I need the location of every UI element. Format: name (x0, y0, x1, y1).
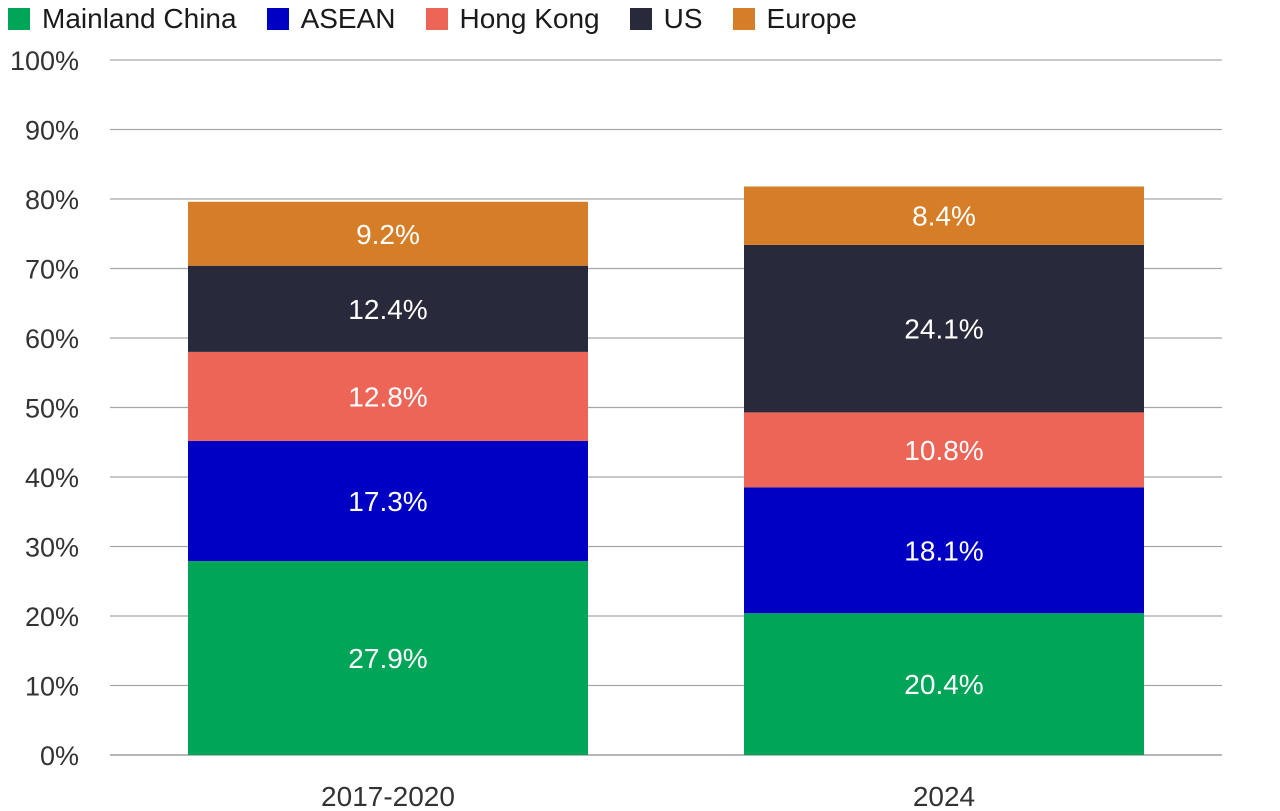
y-tick-label: 0% (40, 741, 79, 771)
legend-item: US (629, 3, 703, 35)
data-label: 10.8% (904, 435, 983, 466)
data-label: 27.9% (348, 643, 427, 674)
y-tick-label: 100% (10, 46, 79, 76)
bar-segment (744, 186, 1144, 245)
legend-label: Mainland China (42, 3, 237, 34)
legend-swatch (425, 8, 448, 30)
bar-segment (744, 487, 1144, 614)
y-tick-label: 90% (25, 116, 79, 146)
data-label: 24.1% (904, 314, 983, 345)
y-tick-label: 60% (25, 324, 79, 354)
legend-item: Europe (732, 3, 857, 35)
data-label: 8.4% (912, 201, 976, 232)
legend-label: Europe (766, 3, 857, 34)
legend-item: Hong Kong (425, 3, 600, 35)
legend-label: US (663, 3, 703, 34)
legend-swatch (8, 8, 30, 30)
bar-segment (188, 265, 588, 352)
legend-item: Mainland China (8, 3, 237, 35)
y-tick-label: 10% (25, 672, 79, 702)
chart-legend: Mainland China ASEAN Hong Kong US Europe (8, 2, 887, 36)
x-category-label: 2017-2020 (321, 781, 455, 811)
bar-segment (188, 561, 588, 755)
bar-segment (188, 201, 588, 266)
x-category-label: 2024 (913, 781, 975, 811)
legend-label: Hong Kong (459, 3, 600, 34)
data-label: 9.2% (356, 219, 420, 250)
bar-segment (744, 412, 1144, 488)
legend-label: ASEAN (300, 3, 396, 34)
y-tick-label: 30% (25, 533, 79, 563)
bar-segment (188, 440, 588, 562)
bar-segment (744, 613, 1144, 755)
data-label: 20.4% (904, 669, 983, 700)
y-tick-label: 50% (25, 394, 79, 424)
y-tick-label: 70% (25, 255, 79, 285)
data-label: 17.3% (348, 486, 427, 517)
y-tick-label: 40% (25, 463, 79, 493)
y-tick-label: 80% (25, 185, 79, 215)
legend-swatch (266, 8, 289, 30)
bar-segment (188, 351, 588, 441)
data-label: 18.1% (904, 535, 983, 566)
y-tick-label: 20% (25, 602, 79, 632)
data-label: 12.8% (348, 381, 427, 412)
legend-item: ASEAN (266, 3, 396, 35)
legend-swatch (732, 8, 755, 30)
bar-segment (744, 244, 1144, 413)
data-label: 12.4% (348, 294, 427, 325)
legend-swatch (629, 8, 652, 30)
